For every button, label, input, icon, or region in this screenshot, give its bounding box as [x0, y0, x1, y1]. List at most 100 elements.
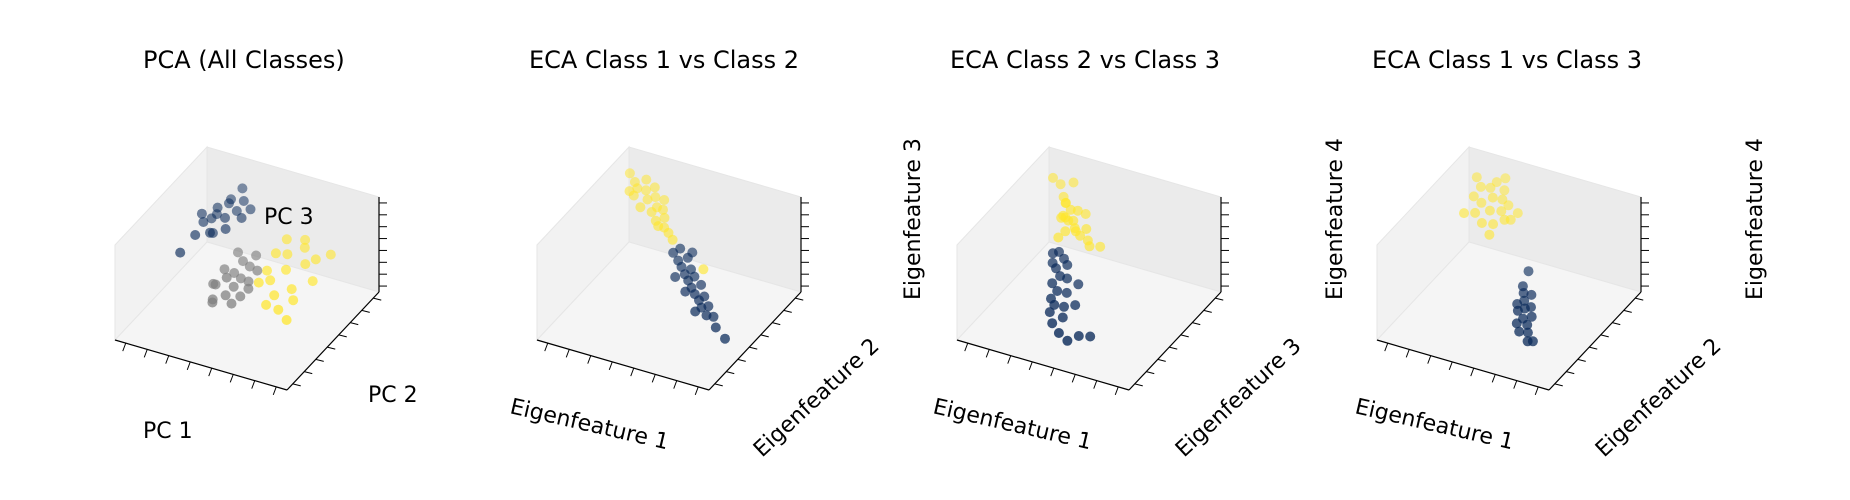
x-axis-tick: [1534, 386, 1539, 396]
data-point: [1512, 305, 1523, 316]
y-axis-line: [1128, 291, 1222, 391]
x-axis-tick: [272, 386, 277, 396]
data-point: [286, 284, 297, 295]
x-axis-label: PC 1: [143, 419, 193, 444]
y-axis-tick: [1146, 371, 1155, 375]
y-axis-label: PC 2: [368, 383, 418, 408]
data-point: [1488, 219, 1499, 230]
data-point: [641, 174, 652, 185]
y-axis-tick: [1612, 322, 1621, 326]
y-axis-tick: [1635, 297, 1644, 301]
y-axis-tick: [1554, 383, 1563, 387]
data-point: [1499, 214, 1510, 225]
data-point: [1055, 179, 1066, 190]
data-point: [1084, 241, 1095, 252]
data-point: [281, 234, 292, 245]
data-point: [1055, 271, 1066, 282]
x-axis-tick: [122, 342, 127, 352]
data-point: [1047, 278, 1058, 289]
data-point: [205, 227, 215, 238]
data-point: [1051, 263, 1061, 274]
data-point: [238, 256, 248, 267]
data-point: [270, 248, 281, 259]
y-axis-line: [708, 291, 802, 391]
data-point: [1080, 209, 1091, 219]
data-point: [300, 259, 311, 270]
data-point: [269, 290, 280, 301]
data-point: [682, 252, 693, 263]
x-axis-tick: [1448, 361, 1453, 371]
data-point: [710, 322, 721, 333]
y-axis-tick: [726, 371, 735, 375]
data-point: [670, 272, 681, 282]
x-axis-tick: [1427, 355, 1432, 364]
data-point: [235, 291, 246, 302]
data-point: [690, 306, 701, 317]
x-axis-line: [114, 339, 288, 391]
pc3-axis-label: PC 3: [264, 205, 314, 230]
panel-eca-class-2-vs-class-3: ECA Class 2 vs Class 3 Eigenfeature 1 Ei…: [901, 46, 1306, 462]
data-point: [1052, 286, 1063, 296]
y-axis-tick: [1600, 334, 1609, 338]
data-point: [210, 279, 221, 290]
data-point: [300, 234, 311, 245]
y-axis-line: [286, 291, 380, 391]
axes-3d: [536, 145, 809, 396]
data-point: [649, 182, 660, 193]
data-point: [288, 295, 299, 306]
data-point: [198, 217, 209, 227]
data-point: [262, 265, 272, 276]
data-point: [190, 230, 201, 240]
x-axis-label: Eigenfeature 1: [931, 394, 1094, 455]
data-point: [233, 247, 243, 258]
data-point: [1060, 212, 1071, 223]
data-point: [1085, 331, 1096, 342]
data-point: [1062, 260, 1073, 270]
z-axis-label-left: Eigenfeature 3: [901, 138, 926, 300]
x-axis-tick: [1028, 361, 1033, 371]
panel-pca-all-classes: PCA (All Classes) PC 1 PC 2: [114, 46, 418, 444]
data-point: [1485, 182, 1496, 193]
data-point: [1062, 335, 1073, 346]
x-axis-tick: [186, 361, 191, 371]
data-point: [1522, 327, 1533, 338]
data-point: [244, 261, 255, 272]
data-point: [650, 192, 661, 203]
y-axis-tick: [1589, 346, 1598, 350]
y-axis-tick: [795, 297, 804, 301]
x-axis-tick: [608, 361, 613, 371]
y-axis-tick: [315, 358, 324, 362]
data-point: [219, 264, 230, 275]
data-point: [1059, 301, 1069, 312]
axes-3d: [1376, 145, 1649, 396]
data-point: [1496, 206, 1507, 217]
data-point: [1511, 318, 1522, 329]
x-axis-tick: [694, 386, 699, 396]
data-point: [1468, 191, 1479, 202]
data-point: [641, 185, 651, 196]
data-point: [237, 183, 248, 194]
data-point: [1047, 248, 1058, 259]
data-point: [1526, 289, 1537, 300]
data-point: [1060, 198, 1071, 208]
data-point: [1514, 326, 1525, 337]
data-point: [1500, 173, 1511, 184]
data-point: [243, 276, 254, 287]
y-axis-tick: [1134, 383, 1143, 387]
x-axis-tick: [1470, 367, 1475, 377]
data-point: [1522, 336, 1533, 347]
data-point: [720, 333, 730, 344]
data-point: [1053, 328, 1064, 338]
x-axis-tick: [1093, 380, 1098, 389]
data-point: [1069, 223, 1080, 234]
y-axis-tick: [1192, 322, 1201, 326]
y-axis-tick: [1169, 346, 1178, 350]
y-axis-tick: [772, 322, 781, 326]
data-point: [1073, 331, 1084, 341]
data-point: [1065, 204, 1076, 215]
x-axis-tick: [964, 342, 969, 352]
y-axis-tick: [760, 334, 769, 338]
scatter-points: [175, 183, 336, 325]
data-point: [1503, 200, 1514, 211]
data-point: [252, 265, 263, 276]
